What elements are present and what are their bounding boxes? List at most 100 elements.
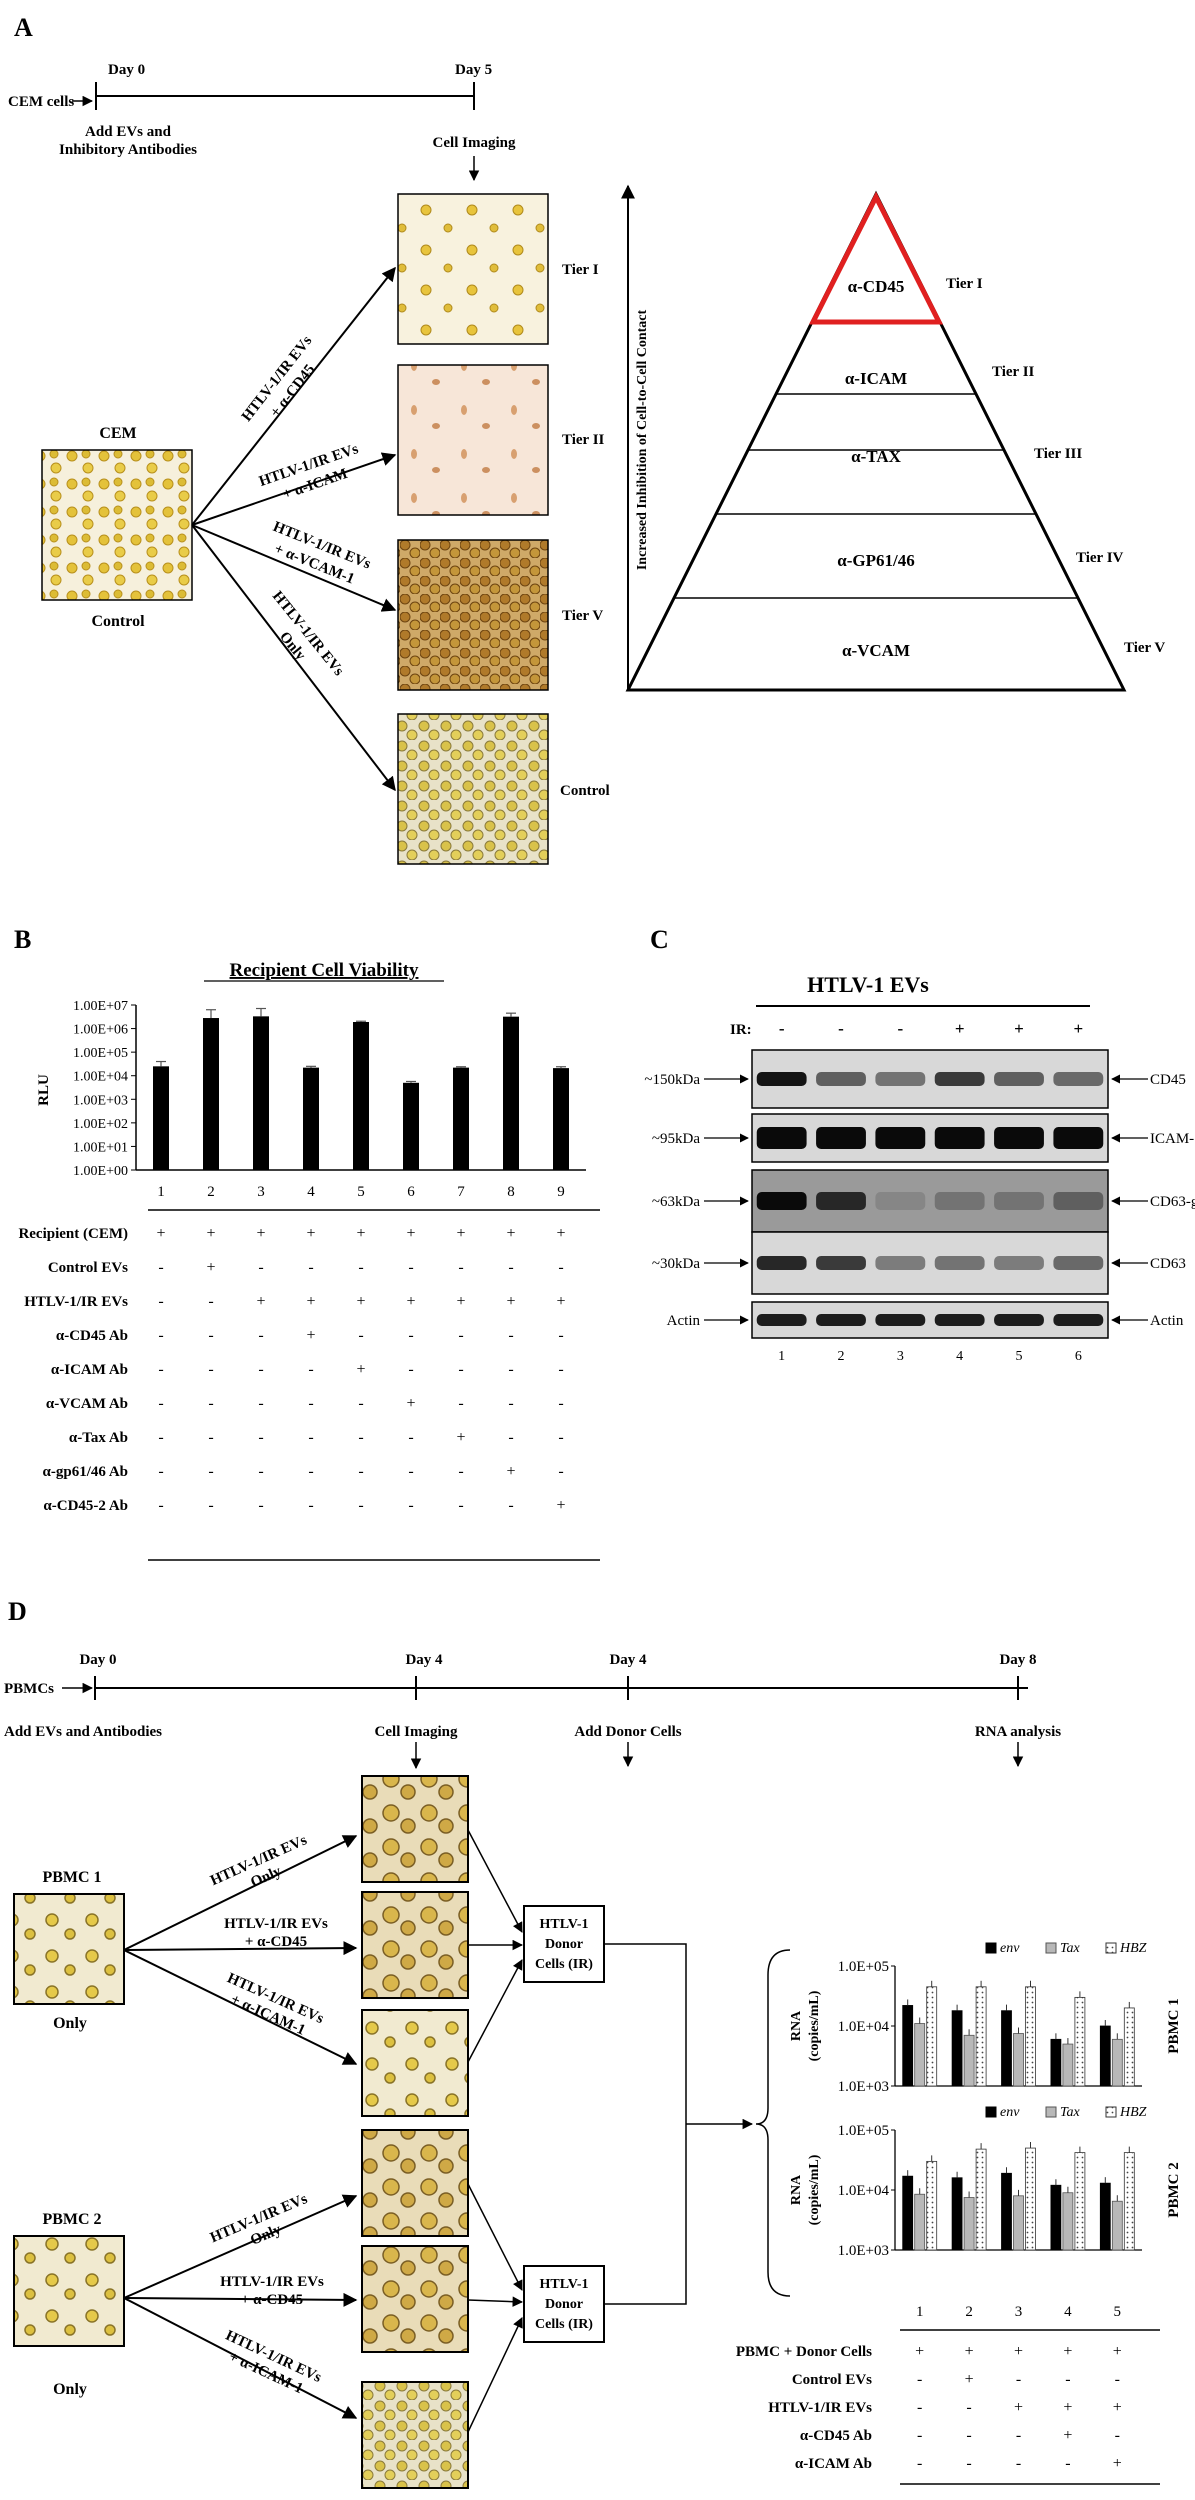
- table-b-cell: -: [258, 1497, 263, 1514]
- donor-connector: [604, 1943, 687, 2305]
- blot-band: [934, 1192, 985, 1210]
- chart-b-ytick-label: 1.00E+00: [73, 1164, 128, 1179]
- table-b-cell: +: [456, 1293, 465, 1310]
- table-b-cell: -: [208, 1463, 213, 1480]
- blot-band: [934, 1072, 985, 1086]
- table-b-cell: -: [458, 1395, 463, 1412]
- chart-d-legend-swatch: [1105, 1942, 1117, 1954]
- blot-ir-value: -: [779, 1019, 785, 1038]
- pyramid-tier-4: Tier IV: [1076, 550, 1124, 566]
- chart-b-condition-table: Recipient (CEM) + + + + + + + + + Control EVs - + - - -…: [18, 1225, 600, 1561]
- timeline-a-cells: CEM cells: [8, 94, 74, 110]
- pyramid-level-1: α-CD45: [848, 277, 905, 296]
- pbmc1-arrow-3: [123, 1949, 358, 2065]
- table-b-cell: -: [458, 1361, 463, 1378]
- blot-strip: [751, 1113, 1109, 1163]
- chart-d-bar: [963, 2034, 975, 2087]
- donor-box-1-line1: HTLV-1: [539, 1917, 588, 1932]
- branch-a-label-3: HTLV-1/IR EVs + α-VCAM-1: [271, 519, 373, 588]
- chart-b-bar: [503, 1016, 519, 1170]
- timeline-d-day4b: Day 4: [609, 1652, 647, 1668]
- chart-d-ytick-label: 1.0E+03: [838, 2243, 889, 2259]
- cem-subtitle: Control: [91, 613, 145, 630]
- pbmc1-title: PBMC 1: [42, 1869, 101, 1886]
- chart-b-bar: [203, 1018, 219, 1170]
- table-d-cell: -: [1065, 2371, 1070, 2388]
- pbmc2-title: PBMC 2: [42, 2211, 101, 2228]
- table-d-row-label: Control EVs: [792, 2372, 872, 2388]
- table-d-cell: -: [1115, 2371, 1120, 2388]
- chart-d-bar: [1099, 2182, 1111, 2251]
- timeline-a-day0: Day 0: [108, 62, 145, 78]
- table-b-cell: -: [558, 1327, 563, 1344]
- chart-b-bar: [153, 1066, 169, 1170]
- table-b-cell: -: [408, 1463, 413, 1480]
- table-b-cell: -: [458, 1327, 463, 1344]
- result-image-tier1: [397, 193, 549, 345]
- pyramid-apex-highlight: [808, 191, 944, 325]
- cem-control-image: [41, 449, 193, 601]
- chart-b-ylabel: RLU: [36, 1074, 52, 1106]
- svg-text:+ α-CD45: + α-CD45: [241, 2292, 303, 2308]
- svg-text:+ α-CD45: + α-CD45: [245, 1934, 307, 1950]
- chart-b-bar: [253, 1016, 269, 1170]
- result-image-control: [397, 713, 549, 865]
- table-b-cell: -: [258, 1429, 263, 1446]
- blot-band: [934, 1256, 985, 1270]
- blot-right-label: CD63-gly: [1150, 1194, 1195, 1210]
- table-b-cell: -: [258, 1361, 263, 1378]
- result-tier-label-4: Control: [560, 783, 610, 799]
- chart-d-bar: [902, 2005, 914, 2087]
- table-b-cell: -: [558, 1395, 563, 1412]
- pbmc1-branch-label-3: HTLV-1/IR EVs + α-ICAM-1: [225, 1970, 326, 2038]
- blot-left-label: ~150kDa: [644, 1072, 700, 1088]
- table-b-cell: -: [358, 1395, 363, 1412]
- table-b-cell: -: [458, 1463, 463, 1480]
- blot-ir-value: +: [955, 1019, 965, 1038]
- chart-d-xtick-label: 5: [1114, 2304, 1122, 2320]
- table-b-cell: -: [208, 1293, 213, 1310]
- branch-a-arrow-3: [191, 524, 397, 612]
- timeline-d-rna: RNA analysis: [975, 1724, 1061, 1740]
- chart-d-bar: [1099, 2025, 1111, 2087]
- panel-c-letter: C: [650, 925, 669, 954]
- chart-b-bar: [453, 1067, 469, 1170]
- chart-b-ytick-label: 1.00E+07: [73, 999, 128, 1014]
- chart-d-bar: [975, 1986, 987, 2087]
- chart-d-bar: [1062, 2043, 1074, 2087]
- chart-d-bar: [1050, 2184, 1062, 2251]
- donor-box-2-line1: HTLV-1: [539, 2277, 588, 2292]
- table-b-cell: -: [158, 1395, 163, 1412]
- table-b-row-label: Recipient (CEM): [18, 1226, 128, 1242]
- table-b-cell: -: [308, 1497, 313, 1514]
- table-b-row-label: α-CD45-2 Ab: [43, 1498, 128, 1514]
- chart-d-bar: [1111, 2200, 1123, 2251]
- branch-a-arrow-4: [191, 524, 396, 792]
- table-b-cell: +: [356, 1293, 365, 1310]
- timeline-a-add1: Add EVs and: [85, 124, 172, 140]
- blot-ir-value: +: [1073, 1019, 1083, 1038]
- pyramid-level-2: α-ICAM: [845, 369, 907, 388]
- chart-d-bar: [1123, 2152, 1135, 2251]
- donor-box-1: [523, 1905, 605, 1983]
- blot-left-label: Actin: [667, 1313, 701, 1329]
- table-b-cell: -: [258, 1259, 263, 1276]
- table-b-cell: +: [306, 1225, 315, 1242]
- table-b-cell: -: [558, 1361, 563, 1378]
- table-b-cell: -: [308, 1259, 313, 1276]
- table-b-cell: -: [308, 1463, 313, 1480]
- chart-b-bar: [353, 1022, 369, 1170]
- chart-d-bar: [951, 2010, 963, 2087]
- pbmc1-merge-3: [467, 1959, 523, 2063]
- table-d-cell: +: [965, 2343, 974, 2360]
- table-b-cell: +: [156, 1225, 165, 1242]
- chart-b-xtick-label: 2: [207, 1184, 215, 1200]
- blot-ir-value: +: [1014, 1019, 1024, 1038]
- chart-d-bar: [914, 2193, 926, 2251]
- blot-left-label: ~95kDa: [652, 1131, 700, 1147]
- table-b-cell: -: [558, 1429, 563, 1446]
- table-b-cell: +: [356, 1361, 365, 1378]
- chart-d-ylabel: RNA (copies/mL): [789, 2154, 822, 2225]
- pbmc2-arrow-2: [123, 2292, 358, 2307]
- chart-d-ytick-label: 1.0E+04: [838, 2019, 890, 2035]
